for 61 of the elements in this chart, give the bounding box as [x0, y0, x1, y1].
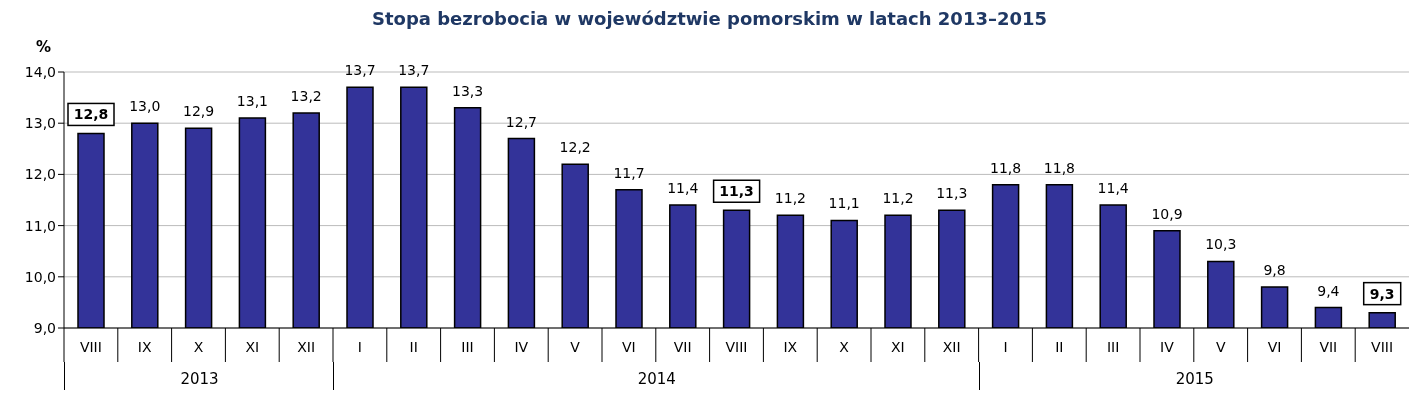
x-tick-label: XI: [245, 339, 260, 355]
x-tick-label: IV: [514, 339, 529, 355]
data-label: 10,3: [1205, 236, 1237, 253]
y-tick-label: 12,0: [24, 166, 56, 183]
x-tick-label: III: [1106, 339, 1120, 355]
data-label: 11,1: [828, 195, 860, 212]
data-label: 13,0: [129, 98, 161, 115]
data-label: 13,7: [344, 62, 376, 79]
y-tick-label: 9,0: [33, 319, 56, 336]
data-label: 13,1: [236, 93, 268, 110]
text: 2014: [333, 362, 980, 390]
data-label: 11,8: [1043, 159, 1075, 176]
data-label: 9,4: [1317, 282, 1340, 299]
x-tick-label: VIII: [725, 339, 748, 355]
x-tick-label: IV: [1160, 339, 1175, 355]
data-label: 11,7: [613, 164, 645, 181]
x-tick-label: VII: [673, 339, 692, 355]
x-tick-label: V: [1215, 339, 1226, 355]
x-tick-label: VI: [622, 339, 636, 355]
data-label: 11,3: [719, 183, 754, 200]
data-label: 12,7: [505, 113, 537, 130]
text: 2015: [978, 362, 1410, 390]
data-label: 12,8: [73, 106, 109, 123]
x-tick-label: XII: [297, 339, 316, 355]
data-label: 10,9: [1151, 205, 1183, 222]
y-tick-label: 11,0: [24, 217, 56, 234]
data-label: 12,2: [559, 139, 591, 156]
data-label: 11,3: [936, 185, 968, 202]
x-tick-label: II: [409, 339, 418, 355]
x-tick-label: VII: [1319, 339, 1338, 355]
data-label: 11,8: [990, 159, 1022, 176]
data-label: 11,2: [774, 190, 806, 207]
x-tick-label: V: [570, 339, 581, 355]
x-tick-label: X: [839, 339, 850, 355]
data-label: 12,9: [183, 103, 215, 120]
x-tick-label: I: [357, 339, 362, 355]
data-label: 9,3: [1369, 285, 1395, 302]
chart-title: Stopa bezrobocia w województwie pomorskim w latach 2013–2015: [370, 8, 1049, 31]
x-tick-label: X: [193, 339, 204, 355]
data-label: 11,2: [882, 190, 914, 207]
x-tick-label: IX: [137, 339, 152, 355]
y-axis-title: %: [36, 38, 52, 56]
x-tick-label: VI: [1267, 339, 1282, 355]
x-tick-label: II: [1055, 339, 1064, 355]
y-tick-label: 14,0: [24, 63, 56, 80]
data-label: 13,2: [290, 87, 322, 104]
text: 2013: [64, 362, 334, 390]
data-label: 9,8: [1263, 262, 1286, 279]
y-tick-label: 10,0: [24, 268, 56, 285]
data-label: 13,3: [452, 82, 484, 99]
x-tick-label: XII: [942, 339, 961, 355]
x-tick-label: VIII: [1371, 339, 1394, 355]
y-tick-label: 13,0: [24, 115, 56, 132]
x-tick-label: XI: [891, 339, 905, 355]
x-tick-label: VIII: [79, 339, 102, 355]
data-label: 11,4: [667, 180, 699, 197]
x-tick-label: IX: [783, 339, 798, 355]
x-tick-label: III: [461, 339, 474, 355]
data-label: 13,7: [398, 62, 430, 79]
data-label: 11,4: [1097, 180, 1129, 197]
x-tick-label: I: [1003, 339, 1008, 355]
